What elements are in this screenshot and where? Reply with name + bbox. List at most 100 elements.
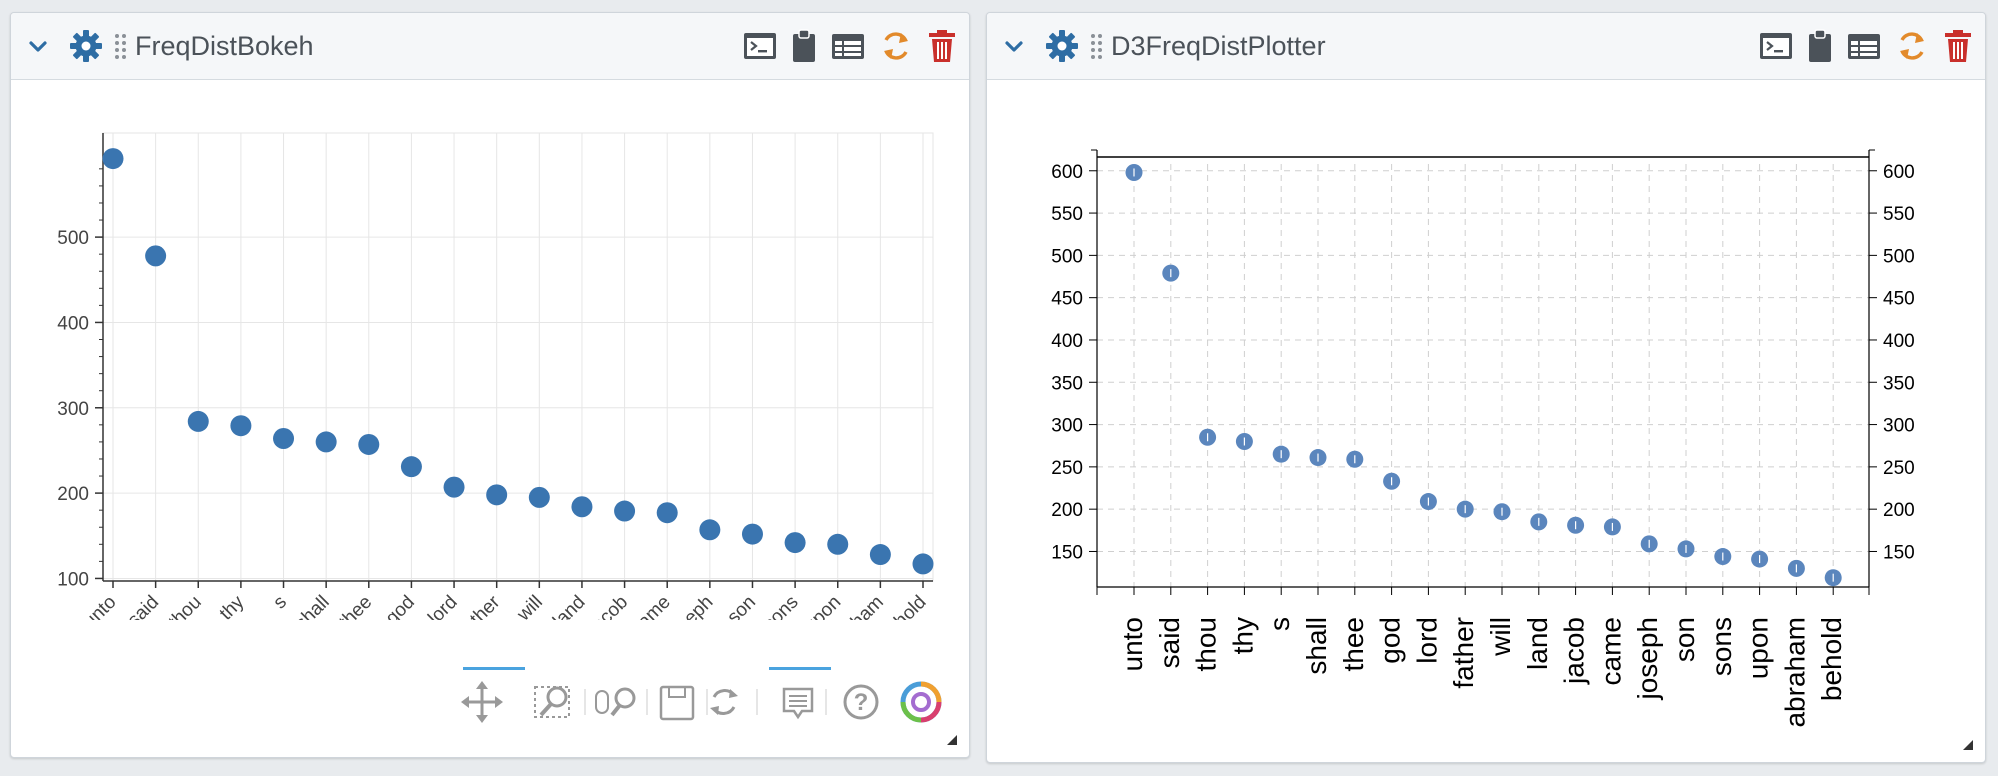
d3-freqdist-plotter-panel: D3FreqDistPlotter 150 150 200 200 250 250 300 3… xyxy=(986,12,1986,763)
x-tick-label: sons xyxy=(759,592,802,620)
data-point[interactable] xyxy=(443,476,465,498)
x-tick-label: behold xyxy=(1816,617,1847,701)
chevron-down-icon[interactable] xyxy=(1001,33,1027,59)
x-tick-label: s xyxy=(1264,617,1295,631)
data-point[interactable] xyxy=(486,484,508,506)
y-tick-label-right: 150 xyxy=(1883,542,1915,563)
x-tick-label: father xyxy=(455,591,505,620)
x-tick-label: unto xyxy=(1117,617,1148,672)
data-point[interactable] xyxy=(571,496,593,518)
y-tick-label: 600 xyxy=(1051,162,1083,183)
y-tick-label-right: 250 xyxy=(1883,458,1915,479)
data-point[interactable] xyxy=(273,427,295,449)
reset-tool-icon[interactable] xyxy=(710,689,738,715)
x-tick-label: said xyxy=(124,592,163,620)
y-tick-label-right: 400 xyxy=(1883,331,1915,352)
data-point[interactable] xyxy=(869,544,891,566)
x-tick-label: jacob xyxy=(584,592,632,620)
x-tick-label: land xyxy=(1522,617,1553,670)
y-tick-label: 350 xyxy=(1051,373,1083,394)
y-tick-label: 200 xyxy=(1051,500,1083,521)
data-point[interactable] xyxy=(741,523,763,545)
data-point[interactable] xyxy=(187,410,209,432)
x-tick-label: thee xyxy=(1338,617,1369,672)
pan-tool-icon[interactable] xyxy=(461,681,503,723)
x-tick-label: jacob xyxy=(1559,617,1590,685)
table-icon[interactable] xyxy=(831,31,865,61)
x-tick-label: thy xyxy=(216,591,249,620)
y-tick-label-right: 500 xyxy=(1883,246,1915,267)
refresh-icon[interactable] xyxy=(879,29,913,63)
hover-active-indicator xyxy=(769,667,831,670)
y-tick-label: 400 xyxy=(1051,331,1083,352)
drag-handle-icon[interactable] xyxy=(1089,31,1105,61)
box-zoom-tool-icon[interactable] xyxy=(534,686,570,718)
hover-tool-icon[interactable] xyxy=(782,687,814,720)
chevron-down-icon[interactable] xyxy=(25,33,51,59)
drag-handle-icon[interactable] xyxy=(113,31,129,61)
data-point[interactable] xyxy=(656,502,678,524)
data-point[interactable] xyxy=(102,148,124,170)
y-tick-label-right: 200 xyxy=(1883,500,1915,521)
x-tick-label: came xyxy=(627,592,675,620)
x-tick-label: thy xyxy=(1227,617,1258,654)
x-tick-label: joseph xyxy=(1632,617,1663,701)
x-tick-label: god xyxy=(1375,617,1406,664)
y-tick-label: 500 xyxy=(57,228,89,249)
y-tick-label: 400 xyxy=(57,313,89,334)
plot-frame xyxy=(102,132,934,582)
data-point[interactable] xyxy=(784,532,806,554)
trash-icon[interactable] xyxy=(1943,29,1973,63)
panel-title: D3FreqDistPlotter xyxy=(1111,30,1326,61)
y-tick-label-right: 550 xyxy=(1883,204,1915,225)
y-tick-label: 200 xyxy=(57,484,89,505)
x-tick-label: lord xyxy=(424,592,461,620)
y-tick-label-right: 300 xyxy=(1883,416,1915,437)
clipboard-icon[interactable] xyxy=(791,29,817,63)
bokeh-plot: 100 200 300 400 500 unto said thou thy s shall thee… xyxy=(11,80,969,660)
data-point[interactable] xyxy=(145,245,167,267)
save-tool-icon[interactable] xyxy=(659,685,695,721)
terminal-icon[interactable] xyxy=(1759,31,1793,61)
d3-scatter-chart[interactable]: 150 150 200 200 250 250 300 300 350 350 400 400 450 4… xyxy=(987,80,1985,750)
panel-header: D3FreqDistPlotter xyxy=(987,13,1985,80)
data-point[interactable] xyxy=(358,433,380,455)
gear-icon[interactable] xyxy=(1045,29,1079,63)
panel-title: FreqDistBokeh xyxy=(135,30,314,61)
data-point[interactable] xyxy=(614,500,636,522)
y-tick-label-right: 600 xyxy=(1883,162,1915,183)
trash-icon[interactable] xyxy=(927,29,957,63)
terminal-icon[interactable] xyxy=(743,31,777,61)
y-tick-label: 300 xyxy=(57,399,89,420)
refresh-icon[interactable] xyxy=(1895,29,1929,63)
resize-handle[interactable] xyxy=(1963,740,1973,750)
x-tick-label: unto xyxy=(80,592,121,620)
data-point[interactable] xyxy=(699,519,721,541)
x-tick-label: land xyxy=(549,592,589,620)
bokeh-toolbar: ? xyxy=(451,665,951,725)
wheel-zoom-tool-icon[interactable] xyxy=(595,687,636,717)
x-tick-label: god xyxy=(382,592,419,620)
x-tick-label: thou xyxy=(165,592,206,620)
bokeh-scatter-chart[interactable]: 100 200 300 400 500 unto said thou thy s shall thee… xyxy=(11,80,969,660)
svg-text:?: ? xyxy=(854,689,869,716)
help-icon[interactable]: ? xyxy=(843,684,879,720)
x-tick-label: abraham xyxy=(1779,617,1810,728)
data-point[interactable] xyxy=(528,486,550,508)
data-point[interactable] xyxy=(315,431,337,453)
table-icon[interactable] xyxy=(1847,31,1881,61)
y-tick-label: 450 xyxy=(1051,289,1083,310)
x-tick-label: son xyxy=(723,592,760,620)
x-tick-label: father xyxy=(1448,617,1479,689)
data-point[interactable] xyxy=(230,415,252,437)
data-point[interactable] xyxy=(827,533,849,555)
resize-handle[interactable] xyxy=(947,735,957,745)
clipboard-icon[interactable] xyxy=(1807,29,1833,63)
y-tick-label: 100 xyxy=(57,569,89,590)
data-point[interactable] xyxy=(400,456,422,478)
x-tick-label: thou xyxy=(1191,617,1222,672)
bokeh-logo-icon[interactable] xyxy=(900,681,942,723)
data-point[interactable] xyxy=(912,553,934,575)
gear-icon[interactable] xyxy=(69,29,103,63)
x-tick-label: upon xyxy=(1743,617,1774,679)
